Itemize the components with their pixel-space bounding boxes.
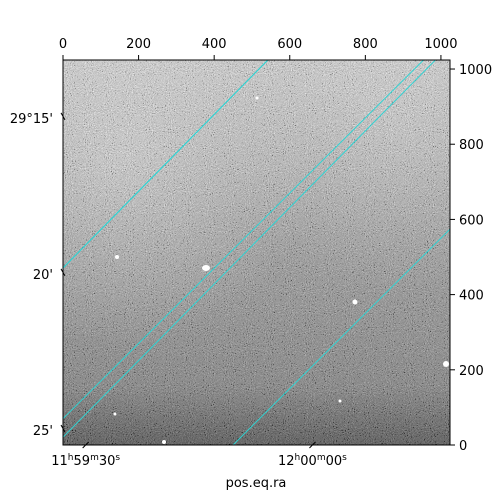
- x-tick-label: 0: [59, 37, 67, 52]
- x-tick-label: 200: [126, 37, 151, 52]
- dec-tick-label: 29°15': [10, 112, 53, 127]
- wcs-grid-line: [63, 60, 269, 269]
- dec-tick-label: 20': [33, 268, 53, 283]
- y-tick-label: 400: [459, 289, 484, 304]
- wcs-grid-line: [63, 60, 425, 420]
- dec-axis-left: 29°15' 20' 25': [10, 112, 66, 439]
- y-tick-label: 0: [459, 439, 467, 454]
- wcs-grid: [63, 60, 450, 445]
- ra-tick-label: 11h59m30s: [51, 453, 120, 469]
- dec-tick-mark: [60, 112, 66, 121]
- star: [162, 440, 166, 444]
- star: [338, 399, 342, 403]
- x-axis-top: 0 200 400 600 800 1000: [59, 37, 457, 60]
- ra-tick-mark: [82, 441, 90, 449]
- sky-image: [63, 60, 450, 445]
- x-tick-label: 800: [353, 37, 378, 52]
- y-tick-label: 200: [459, 364, 484, 379]
- wcs-grid-line: [63, 60, 437, 438]
- plot-frame: [62, 59, 451, 446]
- star: [202, 265, 210, 271]
- y-axis-right: 0 200 400 600 800 1000: [450, 63, 492, 454]
- star: [352, 299, 358, 305]
- y-tick-label: 1000: [459, 63, 492, 78]
- star: [443, 361, 449, 367]
- x-axis-title: pos.eq.ra: [226, 476, 287, 491]
- ra-tick-label: 12h00m00s: [278, 453, 347, 469]
- dec-tick-label: 25': [33, 424, 53, 439]
- y-tick-label: 800: [459, 138, 484, 153]
- x-tick-label: 600: [277, 37, 302, 52]
- x-tick-label: 1000: [424, 37, 457, 52]
- ra-tick-mark: [309, 441, 316, 449]
- star: [115, 255, 119, 259]
- wcs-grid-line: [232, 228, 450, 445]
- ra-axis-bottom: 11h59m30s 12h00m00s: [51, 441, 347, 469]
- dec-tick-mark: [60, 424, 66, 433]
- y-tick-label: 600: [459, 213, 484, 228]
- star: [255, 96, 259, 100]
- x-tick-label: 400: [202, 37, 227, 52]
- dec-tick-mark: [60, 268, 66, 277]
- star: [113, 412, 117, 416]
